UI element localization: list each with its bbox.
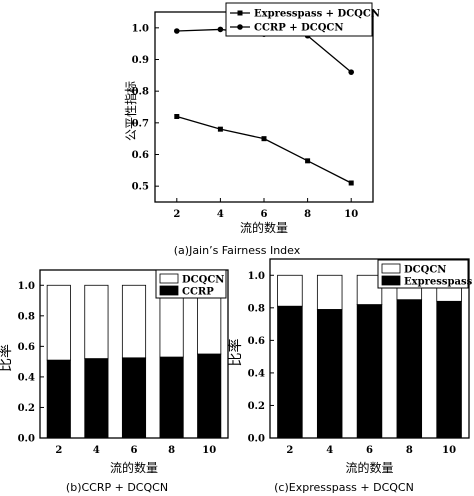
y-tick-label-b: 0.4 xyxy=(18,372,35,383)
y-axis-label-c: 比率 xyxy=(227,339,244,367)
legend-label-a: Expresspass + DCQCN xyxy=(254,9,380,20)
y-tick-label-b: 0.6 xyxy=(18,342,35,353)
x-tick-label-b: 10 xyxy=(202,445,216,456)
y-tick-label-c: 0.6 xyxy=(248,336,265,347)
y-tick-label-b: 0.8 xyxy=(18,311,35,322)
y-tick-label-b: 0.0 xyxy=(18,434,35,445)
legend-marker-circle xyxy=(237,24,243,30)
y-tick-label-a: 1.0 xyxy=(132,23,149,34)
x-tick-label-a: 2 xyxy=(173,209,180,220)
bar-ccrp-b xyxy=(159,356,184,439)
bar-expresspass-c xyxy=(396,299,423,439)
bar-expresspass-c xyxy=(436,300,462,439)
y-tick-label-a: 0.9 xyxy=(132,55,149,66)
bar-ccrp-b xyxy=(84,358,109,439)
bar-dcqcn-c xyxy=(316,274,343,310)
y-tick-label-c: 1.0 xyxy=(248,271,265,282)
y-tick-label-b: 0.2 xyxy=(18,403,35,414)
x-tick-label-c: 6 xyxy=(366,445,373,456)
bar-expresspass-c xyxy=(316,309,343,439)
bar-expresspass-c xyxy=(277,305,303,439)
x-tick-label-b: 2 xyxy=(55,445,62,456)
bar-dcqcn-c xyxy=(277,274,303,307)
legend-box-a xyxy=(225,2,373,37)
x-tick-label-c: 8 xyxy=(406,445,413,456)
series-line-square xyxy=(176,115,352,184)
x-tick-label-b: 6 xyxy=(131,445,138,456)
data-point-circle xyxy=(174,28,180,34)
data-point-square xyxy=(305,158,311,164)
bar-ccrp-b xyxy=(46,359,71,439)
caption-b: (b)CCRP + DCQCN xyxy=(66,481,168,494)
y-tick-label-a: 0.6 xyxy=(132,150,149,161)
data-point-square xyxy=(261,136,267,142)
bar-expresspass-c xyxy=(356,304,383,439)
x-tick-label-c: 4 xyxy=(326,445,333,456)
bar-dcqcn-b xyxy=(84,284,109,359)
caption-a: (a)Jain’s Fairness Index xyxy=(174,244,301,257)
x-tick-label-a: 4 xyxy=(217,209,224,220)
data-point-square xyxy=(348,180,354,186)
data-point-circle xyxy=(217,26,224,33)
legend-swatch-b xyxy=(159,273,179,284)
legend-label-a: CCRP + DCQCN xyxy=(254,23,344,34)
caption-c: (c)Expresspass + DCQCN xyxy=(274,481,414,494)
x-tick-label-a: 6 xyxy=(261,209,268,220)
legend-swatch-b xyxy=(159,285,179,296)
data-point-circle xyxy=(348,69,355,75)
y-axis-label-b: 比率 xyxy=(0,344,14,372)
x-tick-label-a: 10 xyxy=(344,209,358,220)
y-tick-label-c: 0.2 xyxy=(248,401,265,412)
y-tick-label-a: 0.7 xyxy=(132,118,149,129)
bar-ccrp-b xyxy=(197,353,222,439)
bar-ccrp-b xyxy=(121,357,147,439)
y-tick-label-b: 1.0 xyxy=(18,281,35,292)
y-tick-label-c: 0.4 xyxy=(248,368,265,379)
legend-swatch-c xyxy=(381,275,401,286)
y-tick-label-a: 0.5 xyxy=(132,182,149,193)
y-axis-label-a: 公平性指标 xyxy=(123,81,138,141)
y-tick-label-c: 0.0 xyxy=(248,434,265,445)
bar-dcqcn-b xyxy=(121,284,147,359)
y-tick-label-a: 0.8 xyxy=(132,87,149,98)
y-tick-label-c: 0.8 xyxy=(248,303,265,314)
x-tick-label-c: 2 xyxy=(286,445,293,456)
x-tick-label-b: 4 xyxy=(93,445,100,456)
legend-swatch-c xyxy=(381,263,401,274)
x-tick-label-b: 8 xyxy=(168,445,175,456)
x-tick-label-a: 8 xyxy=(304,209,311,220)
legend-label-c: DCQCN xyxy=(404,265,446,276)
data-point-square xyxy=(217,126,223,132)
legend-marker-square xyxy=(237,10,243,16)
legend-label-c: Expresspass xyxy=(404,277,473,288)
plot-frame-a xyxy=(154,11,374,203)
x-axis-label-b: 流的数量 xyxy=(110,460,158,475)
bar-dcqcn-b xyxy=(46,284,71,361)
legend-label-b: DCQCN xyxy=(182,275,224,286)
legend-label-b: CCRP xyxy=(182,287,214,298)
x-axis-label-c: 流的数量 xyxy=(345,460,393,475)
data-point-square xyxy=(174,114,180,119)
x-axis-label-a: 流的数量 xyxy=(240,220,288,235)
x-tick-label-c: 10 xyxy=(442,445,456,456)
